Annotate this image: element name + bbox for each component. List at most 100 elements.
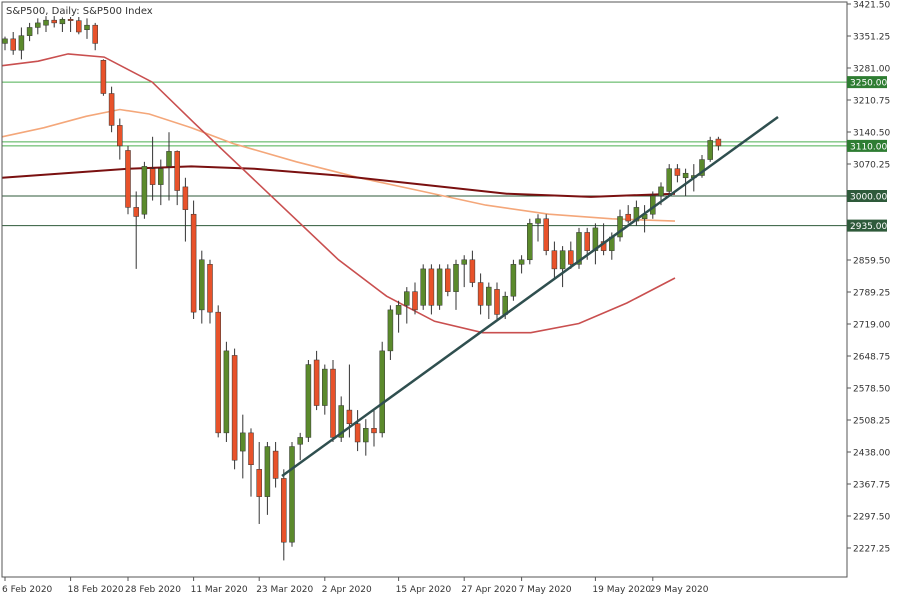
y-axis: 3421.50 3351.25 3281.00 3210.75 3140.50 3070.… [847, 1, 890, 555]
y-tick-label: 3210.75 [853, 97, 890, 107]
candle-body [248, 432, 254, 466]
candle-body [2, 38, 8, 44]
level-label-box [847, 219, 887, 232]
candle-body [387, 309, 394, 352]
level-label: 3110.00 [850, 142, 887, 152]
y-tick-label: 3070.25 [853, 161, 890, 171]
candle-body [117, 125, 123, 147]
level-label-box [847, 190, 887, 202]
moving-averages [1, 53, 676, 334]
trendline-layer[interactable] [281, 115, 779, 478]
candle-body [92, 24, 98, 44]
candle-body [174, 151, 180, 191]
candle-body [149, 168, 156, 185]
y-tick-label: 3351.25 [853, 33, 890, 43]
candle-body [256, 469, 262, 497]
y-tick-label: 3140.50 [853, 129, 890, 139]
candle-body [674, 168, 681, 176]
candle-body [428, 268, 435, 306]
candle-body [59, 19, 66, 25]
candle-body [666, 168, 672, 192]
level-labels: 3250.00 3110.00 3000.00 2935.00 [847, 76, 887, 232]
candle-body [330, 368, 336, 438]
candle-body [76, 20, 82, 33]
candle-body [568, 250, 574, 265]
candle-body [379, 350, 385, 434]
x-tick-label: 7 May 2020 [519, 585, 572, 595]
y-tick-label: 2297.50 [853, 513, 890, 523]
candle-body [535, 218, 541, 224]
candle-body [158, 168, 164, 185]
ma-slow-line [1, 165, 676, 198]
level-label-box [847, 139, 887, 152]
candle-body [215, 311, 221, 434]
candle-body [51, 19, 57, 24]
x-axis: 6 Feb 2020 18 Feb 2020 28 Feb 2020 11 Mar 2… [2, 577, 709, 595]
chart-title: S&P500, Daily: S&P500 Index [6, 6, 153, 17]
candle-body [371, 428, 377, 434]
ma-fast-line [1, 53, 676, 334]
x-tick-label: 11 Mar 2020 [191, 585, 248, 595]
candle-body [35, 22, 41, 28]
candle-body [707, 140, 713, 160]
x-tick-label: 15 Apr 2020 [396, 585, 452, 595]
candle-body [108, 93, 115, 126]
candle-body [461, 259, 467, 265]
y-tick-label: 2719.00 [853, 321, 890, 331]
plot-border [1, 1, 848, 578]
candle-body [412, 291, 418, 311]
x-tick-label: 23 Mar 2020 [256, 585, 313, 595]
candle-body [297, 437, 303, 445]
candle-body [182, 186, 189, 210]
candle-body [199, 259, 205, 311]
x-tick-label: 6 Feb 2020 [2, 585, 53, 595]
y-tick-label: 2859.50 [853, 257, 890, 267]
candle-body [240, 432, 246, 452]
candle-body [617, 216, 623, 238]
candle-body [346, 409, 353, 425]
y-tick-label: 3281.00 [853, 65, 890, 75]
x-tick-label: 27 Apr 2020 [461, 585, 517, 595]
candle-body [281, 478, 287, 543]
x-tick-label: 28 Feb 2020 [125, 585, 181, 595]
candle-body [527, 223, 533, 261]
y-tick-label: 2648.75 [853, 353, 890, 363]
candle-body [231, 355, 238, 461]
y-tick-label: 3421.50 [853, 1, 890, 11]
candle-body [453, 264, 459, 292]
level-label: 3250.00 [850, 79, 887, 89]
x-tick-label: 2 Apr 2020 [322, 585, 372, 595]
x-tick-label: 18 Feb 2020 [68, 585, 124, 595]
candle-body [658, 186, 664, 197]
x-tick-label: 29 May 2020 [650, 585, 709, 595]
candle-body [715, 138, 722, 147]
candle-body [26, 27, 33, 36]
candle-body [436, 268, 443, 306]
candle-body [584, 232, 590, 251]
level-label-box [847, 76, 887, 89]
candle-body [510, 264, 517, 297]
y-tick-label: 2508.25 [853, 417, 890, 427]
candle-body [625, 213, 631, 222]
candle-body [322, 368, 328, 406]
level-label: 2935.00 [850, 222, 887, 232]
candle-body [494, 289, 500, 315]
candle-body [289, 446, 295, 543]
candle-body [518, 259, 525, 265]
candle-body [469, 259, 476, 283]
candle-body [133, 207, 139, 217]
candle-body [699, 159, 705, 176]
candle-body [633, 207, 640, 222]
candle-body [67, 19, 74, 21]
y-tick-label: 2578.50 [853, 385, 890, 395]
candle-body [551, 250, 558, 270]
candle-body [223, 350, 230, 434]
trendline[interactable] [281, 115, 779, 478]
y-tick-label: 2789.25 [853, 289, 890, 299]
candle-body [543, 218, 549, 251]
candle-body [576, 232, 582, 265]
candle-body [272, 450, 279, 479]
